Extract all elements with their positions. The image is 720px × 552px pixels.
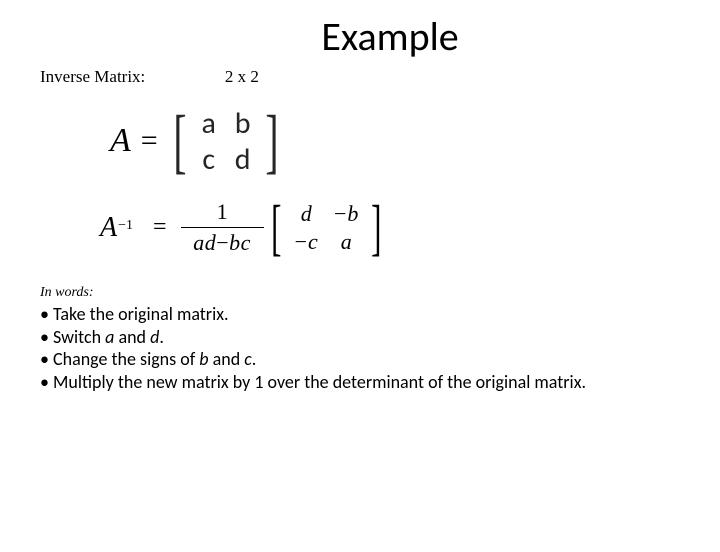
inv-cell-d: d	[301, 201, 312, 227]
den-ad: ad	[193, 230, 216, 255]
equation-inverse: A−1 = 1 ad−bc [ d −b −c a ]	[100, 199, 720, 256]
subtitle-row: Inverse Matrix: 2 x 2	[40, 67, 720, 87]
inv-cell-negc: −c	[295, 229, 318, 255]
bullet-1: • Take the original matrix.	[40, 303, 720, 326]
left-bracket-icon: [	[173, 111, 186, 171]
den-bc: bc	[229, 230, 251, 255]
matrix-cell-a: a	[202, 105, 216, 142]
inv-cell-negb: −b	[334, 201, 358, 227]
matrix-cell-c: c	[202, 141, 215, 178]
eq2-base: A	[100, 212, 117, 243]
bullet-list: • Take the original matrix. • Switch a a…	[40, 303, 720, 393]
matrix-inverse: [ d −b −c a ]	[266, 200, 387, 256]
fraction-denominator: ad−bc	[193, 228, 251, 256]
fraction-numerator: 1	[181, 199, 264, 227]
subtitle-dim: 2 x 2	[225, 67, 259, 87]
fraction: 1 ad−bc	[181, 199, 264, 256]
eq2-superscript: −1	[118, 218, 133, 233]
matrix-cell-d: d	[235, 141, 251, 178]
left-bracket-icon: [	[271, 201, 281, 255]
equation-matrix-definition: A = [ a b c d ]	[110, 105, 720, 177]
in-words-label: In words:	[40, 285, 94, 300]
right-bracket-icon: ]	[371, 201, 381, 255]
subtitle-label: Inverse Matrix:	[40, 67, 145, 87]
bullet-4: • Multiply the new matrix by 1 over the …	[40, 371, 720, 394]
matrix-cell-b: b	[235, 105, 251, 142]
inv-cell-a: a	[341, 229, 352, 255]
in-words-heading: In words:	[40, 282, 720, 301]
den-minus: −	[216, 230, 229, 255]
eq2-equals: =	[153, 214, 167, 241]
bullet-3: • Change the signs of b and c.	[40, 348, 720, 371]
eq1-equals: =	[141, 124, 158, 158]
bullet-2: • Switch a and d.	[40, 326, 720, 349]
eq1-lhs: A	[110, 122, 131, 160]
matrix-A: [ a b c d ]	[168, 105, 284, 177]
eq2-lhs: A−1	[100, 212, 133, 244]
page-title: Example	[60, 12, 720, 61]
right-bracket-icon: ]	[265, 111, 278, 171]
